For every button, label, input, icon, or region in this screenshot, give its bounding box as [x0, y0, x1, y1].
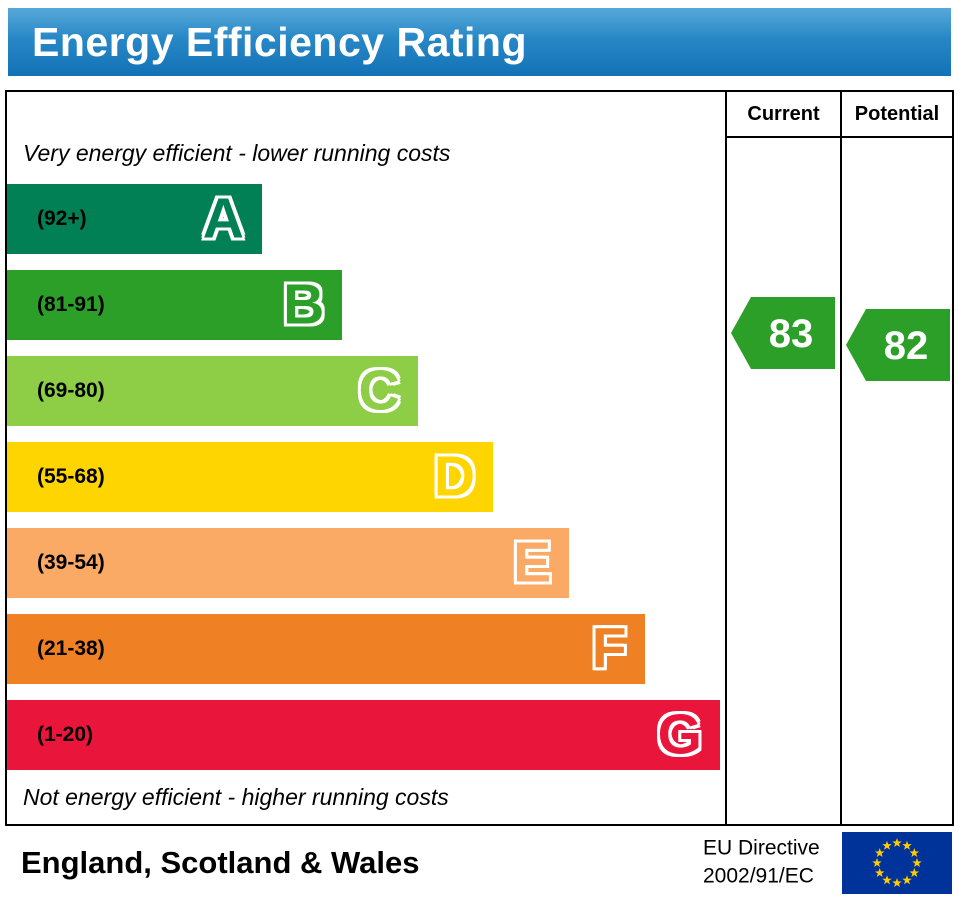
top-note: Very energy efficient - lower running co…: [23, 140, 451, 166]
band-range-label: (69-80): [37, 379, 105, 402]
band-row-f: (21-38) F: [7, 614, 725, 684]
band-row-g: (1-20) G: [7, 700, 725, 770]
band-bar-c: (69-80) C: [7, 356, 418, 426]
current-rating-arrow: 83: [731, 297, 835, 369]
band-bar-b: (81-91) B: [7, 270, 343, 340]
rating-bands: (92+) A (81-91) B (69-80) C: [7, 184, 725, 786]
rating-table: Very energy efficient - lower running co…: [5, 90, 954, 826]
current-rating-value: 83: [769, 312, 814, 356]
band-row-c: (69-80) C: [7, 356, 725, 426]
potential-column: Potential 82: [840, 92, 952, 824]
band-letter: G: [657, 702, 702, 767]
band-range-label: (39-54): [37, 551, 105, 574]
header: Energy Efficiency Rating: [8, 8, 951, 76]
eu-flag-icon: [842, 832, 952, 894]
current-column: Current 83: [725, 92, 840, 824]
band-letter: A: [202, 186, 244, 251]
band-row-b: (81-91) B: [7, 270, 725, 340]
footer: England, Scotland & Wales EU Directive 2…: [5, 826, 954, 900]
rating-chart-area: Very energy efficient - lower running co…: [7, 92, 725, 824]
band-bar-e: (39-54) E: [7, 528, 570, 598]
band-range-label: (55-68): [37, 465, 105, 488]
band-bar-a: (92+) A: [7, 184, 262, 254]
band-bar-g: (1-20) G: [7, 700, 720, 770]
eu-directive-label: EU Directive 2002/91/EC: [703, 835, 820, 892]
band-row-e: (39-54) E: [7, 528, 725, 598]
band-letter: C: [358, 358, 400, 423]
potential-rating-value: 82: [884, 324, 929, 368]
band-range-label: (21-38): [37, 637, 105, 660]
current-column-header: Current: [727, 92, 840, 138]
band-range-label: (92+): [37, 207, 87, 230]
band-letter: D: [433, 444, 476, 509]
band-letter: B: [283, 272, 325, 337]
page-title: Energy Efficiency Rating: [32, 18, 528, 65]
band-bar-f: (21-38) F: [7, 614, 645, 684]
band-range-label: (81-91): [37, 293, 105, 316]
band-row-a: (92+) A: [7, 184, 725, 254]
band-row-d: (55-68) D: [7, 442, 725, 512]
band-range-label: (1-20): [37, 723, 94, 746]
bottom-note: Not energy efficient - higher running co…: [23, 784, 449, 810]
band-letter: E: [513, 530, 552, 595]
eu-directive-line2: 2002/91/EC: [703, 865, 814, 888]
band-bar-d: (55-68) D: [7, 442, 494, 512]
potential-column-header: Potential: [842, 92, 952, 138]
eu-directive-line1: EU Directive: [703, 836, 820, 860]
band-letter: F: [591, 616, 627, 681]
region-label: England, Scotland & Wales: [21, 845, 420, 880]
potential-rating-arrow: 82: [846, 309, 950, 381]
